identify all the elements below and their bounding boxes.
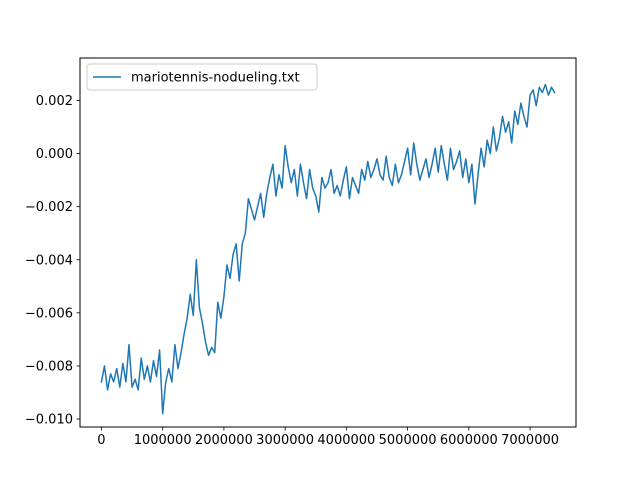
x-tick-label: 2000000 <box>195 433 253 448</box>
y-tick-label: −0.002 <box>25 200 73 215</box>
x-tick-label: 5000000 <box>379 433 437 448</box>
series-layer <box>100 83 556 415</box>
x-tick-label: 4000000 <box>317 433 375 448</box>
series-line-0 <box>100 83 556 415</box>
y-axis: −0.010 −0.008 −0.006 −0.004 −0.002 0.000 0.002 <box>25 94 80 428</box>
x-tick-label: 1000000 <box>134 433 192 448</box>
y-tick-label: −0.004 <box>25 253 73 268</box>
y-tick-label: 0.002 <box>36 94 73 109</box>
x-tick-label: 0 <box>97 433 105 448</box>
y-tick-label: −0.008 <box>25 359 73 374</box>
legend-box <box>86 63 318 91</box>
x-axis: 0 1000000 2000000 3000000 4000000 5000000 6000… <box>97 427 559 448</box>
x-tick-label: 3000000 <box>256 433 314 448</box>
legend: mariotennis-nodueling.txt <box>86 63 318 91</box>
x-tick-label: 7000000 <box>501 433 559 448</box>
legend-label: mariotennis-nodueling.txt <box>131 71 300 86</box>
plot-frame <box>79 57 577 428</box>
x-tick-label: 6000000 <box>440 433 498 448</box>
y-tick-label: −0.010 <box>25 413 73 428</box>
y-tick-label: −0.006 <box>25 306 73 321</box>
y-tick-label: 0.000 <box>36 147 73 162</box>
